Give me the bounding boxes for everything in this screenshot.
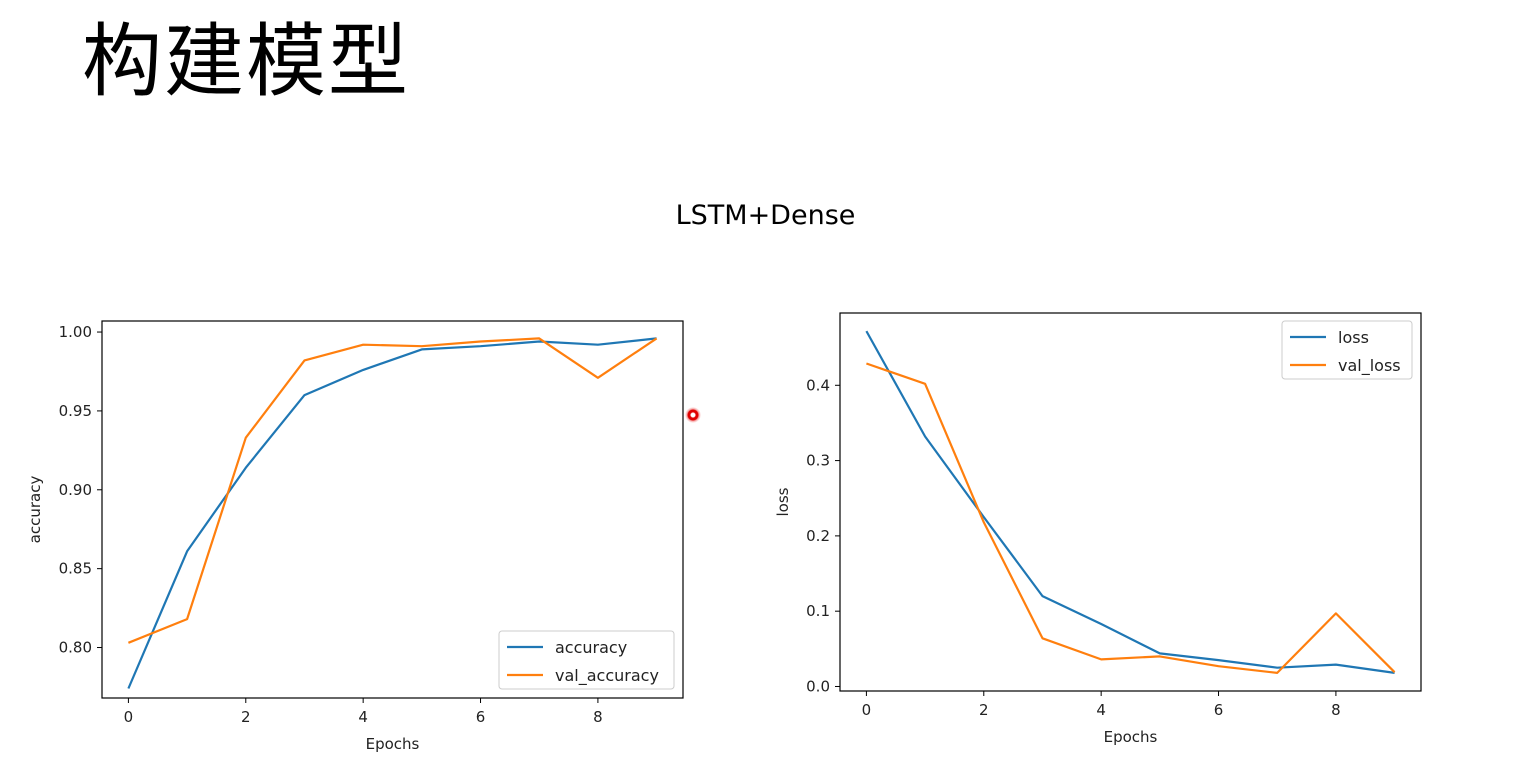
plot-frame — [101, 320, 684, 699]
x-tick-label: 4 — [358, 708, 368, 726]
accuracy-chart: 0 2 4 6 8 0.80 0.85 0.90 0.95 1.00 Epochs accuracy a… — [26, 320, 684, 753]
y-axis-label: accuracy — [26, 476, 44, 544]
x-tick-label: 0 — [124, 708, 134, 726]
slide-subtitle: LSTM+Dense — [675, 200, 856, 231]
y-tick-label: 0.95 — [59, 402, 92, 420]
x-tick-label: 2 — [241, 708, 251, 726]
y-axis-label: loss — [774, 487, 792, 516]
y-tick-label: 0.2 — [806, 527, 830, 545]
x-tick-label: 8 — [1331, 701, 1341, 719]
slide-title: 构建模型 — [82, 15, 410, 108]
x-tick-label: 2 — [979, 701, 989, 719]
series-line-val_accuracy — [127, 337, 658, 644]
series-line-loss — [865, 330, 1395, 674]
x-axis-label: Epochs — [1104, 728, 1158, 746]
y-tick-label: 0.90 — [59, 481, 92, 499]
x-tick-label: 6 — [1214, 701, 1224, 719]
y-tick-label: 0.4 — [806, 376, 830, 394]
pointer-cursor-icon — [685, 407, 701, 423]
x-tick-label: 6 — [476, 708, 486, 726]
y-tick-label: 0.0 — [806, 677, 830, 695]
legend-label-loss: loss — [1338, 328, 1369, 347]
legend-label-val_loss: val_loss — [1338, 356, 1401, 376]
y-tick-label: 0.3 — [806, 452, 830, 470]
y-tick-label: 0.85 — [59, 560, 92, 578]
x-tick-label: 8 — [593, 708, 603, 726]
series-line-accuracy — [127, 337, 657, 689]
x-axis-label: Epochs — [366, 735, 420, 753]
plot-frame — [839, 312, 1422, 692]
legend-label-accuracy: accuracy — [555, 638, 627, 657]
y-tick-label: 0.80 — [59, 639, 92, 657]
x-tick-label: 4 — [1096, 701, 1106, 719]
series-line-val_loss — [866, 362, 1396, 675]
y-tick-label: 0.1 — [806, 602, 830, 620]
legend-label-val_accuracy: val_accuracy — [555, 666, 659, 686]
y-tick-label: 1.00 — [59, 323, 92, 341]
x-tick-label: 0 — [862, 701, 872, 719]
